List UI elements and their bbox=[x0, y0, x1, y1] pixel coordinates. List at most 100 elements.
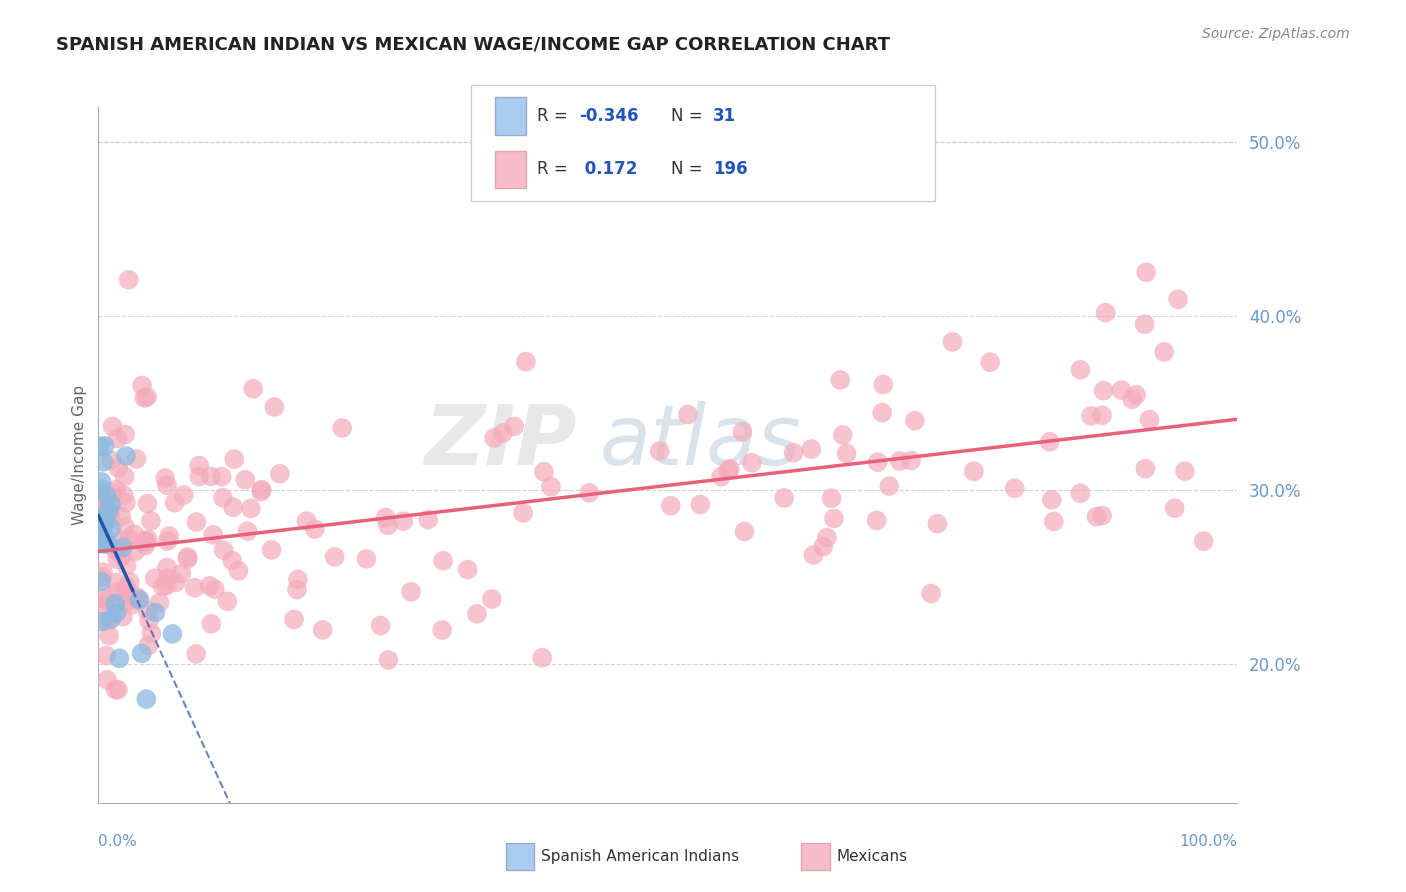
Point bbox=[979, 355, 1001, 369]
Point bbox=[134, 534, 156, 549]
Point bbox=[118, 574, 141, 589]
Point bbox=[222, 500, 245, 515]
Point bbox=[224, 452, 246, 467]
Point bbox=[107, 682, 129, 697]
Point bbox=[718, 462, 741, 476]
Point bbox=[1069, 486, 1091, 500]
Point bbox=[94, 515, 117, 529]
Point bbox=[295, 514, 318, 528]
Point bbox=[100, 612, 122, 626]
Point bbox=[1091, 508, 1114, 523]
Text: Spanish American Indians: Spanish American Indians bbox=[541, 849, 740, 863]
Point bbox=[91, 570, 114, 584]
Point bbox=[198, 579, 221, 593]
Point bbox=[1111, 383, 1133, 397]
Text: N =: N = bbox=[671, 161, 707, 178]
Point bbox=[823, 511, 845, 525]
Point bbox=[94, 591, 117, 606]
Point bbox=[93, 455, 115, 469]
Point bbox=[512, 506, 534, 520]
Point bbox=[115, 449, 138, 463]
Point bbox=[131, 646, 153, 660]
Point bbox=[156, 571, 179, 585]
Point bbox=[173, 488, 195, 502]
Point bbox=[212, 543, 235, 558]
Point bbox=[269, 467, 291, 481]
Point bbox=[287, 573, 309, 587]
Point bbox=[782, 445, 804, 459]
Point bbox=[1167, 293, 1189, 307]
Point bbox=[177, 552, 200, 566]
Point bbox=[104, 597, 127, 611]
Point bbox=[97, 537, 120, 551]
Point bbox=[889, 454, 911, 468]
Point bbox=[263, 400, 285, 414]
Point bbox=[101, 419, 124, 434]
Point bbox=[114, 520, 136, 534]
Point bbox=[115, 496, 138, 510]
Point bbox=[689, 498, 711, 512]
Text: SPANISH AMERICAN INDIAN VS MEXICAN WAGE/INCOME GAP CORRELATION CHART: SPANISH AMERICAN INDIAN VS MEXICAN WAGE/… bbox=[56, 36, 890, 54]
Point bbox=[104, 682, 127, 697]
Point bbox=[176, 549, 198, 564]
Point bbox=[183, 581, 205, 595]
Point bbox=[138, 639, 160, 653]
Point bbox=[124, 544, 146, 558]
Point bbox=[1135, 265, 1157, 279]
Point bbox=[96, 673, 118, 687]
Point bbox=[870, 406, 893, 420]
Point bbox=[188, 469, 211, 483]
Point bbox=[904, 414, 927, 428]
Point bbox=[98, 629, 121, 643]
Point bbox=[800, 442, 823, 457]
Point bbox=[138, 614, 160, 628]
Point bbox=[659, 499, 682, 513]
Point bbox=[96, 593, 118, 607]
Point bbox=[1164, 501, 1187, 516]
Point bbox=[1125, 388, 1147, 402]
Point bbox=[156, 578, 179, 592]
Point bbox=[118, 273, 141, 287]
Point bbox=[165, 575, 187, 590]
Point bbox=[531, 650, 554, 665]
Point bbox=[323, 549, 346, 564]
Point bbox=[163, 496, 186, 510]
Point bbox=[465, 607, 488, 621]
Point bbox=[250, 483, 273, 497]
Point bbox=[927, 516, 949, 531]
Point bbox=[153, 471, 176, 485]
Point bbox=[136, 533, 159, 547]
Point bbox=[136, 497, 159, 511]
Point bbox=[135, 534, 157, 549]
Point bbox=[831, 428, 853, 442]
Point bbox=[304, 522, 326, 536]
Point bbox=[811, 540, 834, 554]
Point bbox=[156, 478, 179, 492]
Point bbox=[733, 524, 755, 539]
Point bbox=[457, 563, 479, 577]
Point bbox=[145, 606, 167, 620]
Point bbox=[773, 491, 796, 505]
Point bbox=[100, 508, 122, 522]
Point bbox=[114, 427, 136, 442]
Point bbox=[100, 522, 122, 536]
Point bbox=[236, 524, 259, 539]
Point bbox=[136, 390, 159, 404]
Y-axis label: Wage/Income Gap: Wage/Income Gap bbox=[72, 384, 87, 525]
Point bbox=[1080, 409, 1102, 423]
Point bbox=[377, 518, 399, 533]
Point bbox=[89, 490, 111, 504]
Point bbox=[515, 354, 537, 368]
Point bbox=[125, 590, 148, 604]
Point bbox=[105, 575, 128, 590]
Point bbox=[93, 439, 115, 453]
Point bbox=[93, 508, 115, 522]
Point bbox=[114, 469, 136, 483]
Point bbox=[90, 528, 112, 542]
Point bbox=[285, 582, 308, 597]
Point bbox=[212, 491, 235, 505]
Text: 0.0%: 0.0% bbox=[98, 834, 138, 849]
Text: 196: 196 bbox=[713, 161, 748, 178]
Point bbox=[128, 592, 150, 607]
Point bbox=[374, 510, 396, 524]
